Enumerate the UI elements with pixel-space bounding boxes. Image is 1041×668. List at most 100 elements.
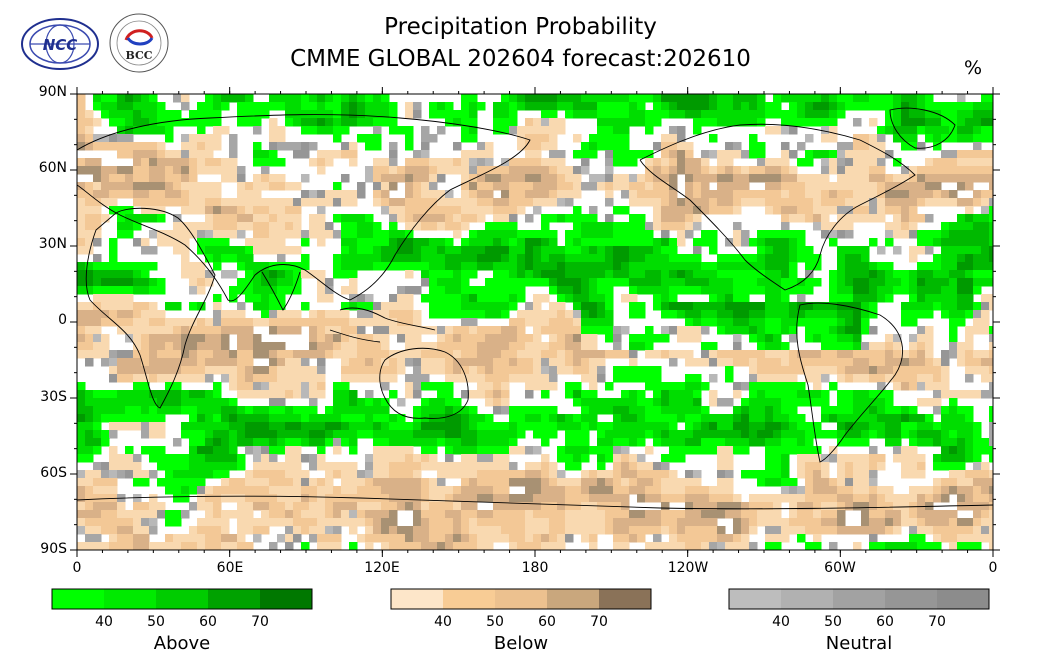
probability-cell	[109, 94, 118, 103]
probability-cell	[101, 510, 110, 519]
probability-cell	[245, 518, 254, 527]
probability-cell	[237, 110, 246, 119]
probability-cell	[213, 430, 222, 439]
probability-cell	[877, 150, 886, 159]
probability-cell	[565, 438, 574, 447]
probability-cell	[533, 430, 542, 439]
probability-cell	[965, 478, 974, 487]
probability-cell	[901, 518, 910, 527]
probability-cell	[869, 374, 878, 383]
probability-cell	[333, 398, 342, 407]
probability-cell	[117, 422, 126, 431]
probability-cell	[661, 454, 670, 463]
probability-cell	[469, 494, 478, 503]
probability-cell	[669, 262, 678, 271]
probability-cell	[405, 126, 414, 135]
probability-cell	[293, 270, 302, 279]
probability-cell	[893, 414, 902, 423]
probability-cell	[629, 102, 638, 111]
probability-cell	[981, 438, 990, 447]
probability-cell	[637, 518, 646, 527]
probability-cell	[957, 302, 966, 311]
probability-cell	[709, 422, 718, 431]
probability-cell	[197, 398, 206, 407]
probability-cell	[837, 406, 846, 415]
probability-cell	[557, 254, 566, 263]
probability-cell	[341, 502, 350, 511]
probability-cell	[293, 118, 302, 127]
probability-cell	[765, 206, 774, 215]
probability-cell	[701, 326, 710, 335]
probability-cell	[429, 158, 438, 167]
probability-cell	[925, 262, 934, 271]
probability-cell	[509, 414, 518, 423]
probability-cell	[581, 286, 590, 295]
probability-cell	[93, 326, 102, 335]
probability-cell	[557, 310, 566, 319]
probability-cell	[109, 118, 118, 127]
probability-cell	[517, 366, 526, 375]
probability-cell	[637, 198, 646, 207]
probability-cell	[229, 286, 238, 295]
probability-cell	[925, 526, 934, 535]
probability-cell	[557, 470, 566, 479]
probability-cell	[861, 478, 870, 487]
probability-cell	[653, 166, 662, 175]
probability-cell	[333, 198, 342, 207]
probability-cell	[261, 342, 270, 351]
probability-cell	[637, 238, 646, 247]
probability-cell	[693, 334, 702, 343]
probability-cell	[933, 390, 942, 399]
probability-cell	[565, 278, 574, 287]
probability-cell	[597, 366, 606, 375]
probability-cell	[205, 206, 214, 215]
probability-cell	[701, 110, 710, 119]
probability-cell	[237, 366, 246, 375]
probability-cell	[477, 238, 486, 247]
probability-cell	[317, 118, 326, 127]
probability-cell	[797, 382, 806, 391]
probability-cell	[373, 142, 382, 151]
probability-cell	[453, 246, 462, 255]
probability-cell	[661, 494, 670, 503]
probability-cell	[629, 190, 638, 199]
probability-cell	[221, 406, 230, 415]
probability-cell	[749, 134, 758, 143]
probability-cell	[837, 286, 846, 295]
probability-cell	[725, 478, 734, 487]
probability-cell	[725, 422, 734, 431]
probability-cell	[365, 246, 374, 255]
probability-cell	[829, 334, 838, 343]
probability-cell	[621, 462, 630, 471]
probability-cell	[717, 350, 726, 359]
probability-cell	[637, 190, 646, 199]
probability-cell	[653, 478, 662, 487]
probability-cell	[765, 302, 774, 311]
probability-cell	[253, 214, 262, 223]
probability-cell	[853, 430, 862, 439]
probability-cell	[261, 222, 270, 231]
probability-cell	[917, 486, 926, 495]
probability-cell	[205, 462, 214, 471]
probability-cell	[797, 118, 806, 127]
probability-cell	[229, 206, 238, 215]
probability-cell	[733, 318, 742, 327]
probability-cell	[509, 494, 518, 503]
probability-cell	[117, 294, 126, 303]
probability-cell	[917, 342, 926, 351]
probability-cell	[421, 510, 430, 519]
probability-cell	[741, 430, 750, 439]
probability-cell	[333, 334, 342, 343]
probability-cell	[365, 302, 374, 311]
probability-cell	[589, 390, 598, 399]
probability-cell	[469, 294, 478, 303]
probability-cell	[501, 110, 510, 119]
probability-cell	[725, 438, 734, 447]
probability-cell	[453, 510, 462, 519]
probability-cell	[149, 470, 158, 479]
probability-cell	[845, 190, 854, 199]
probability-cell	[85, 118, 94, 127]
probability-cell	[333, 150, 342, 159]
probability-cell	[973, 278, 982, 287]
probability-cell	[837, 198, 846, 207]
